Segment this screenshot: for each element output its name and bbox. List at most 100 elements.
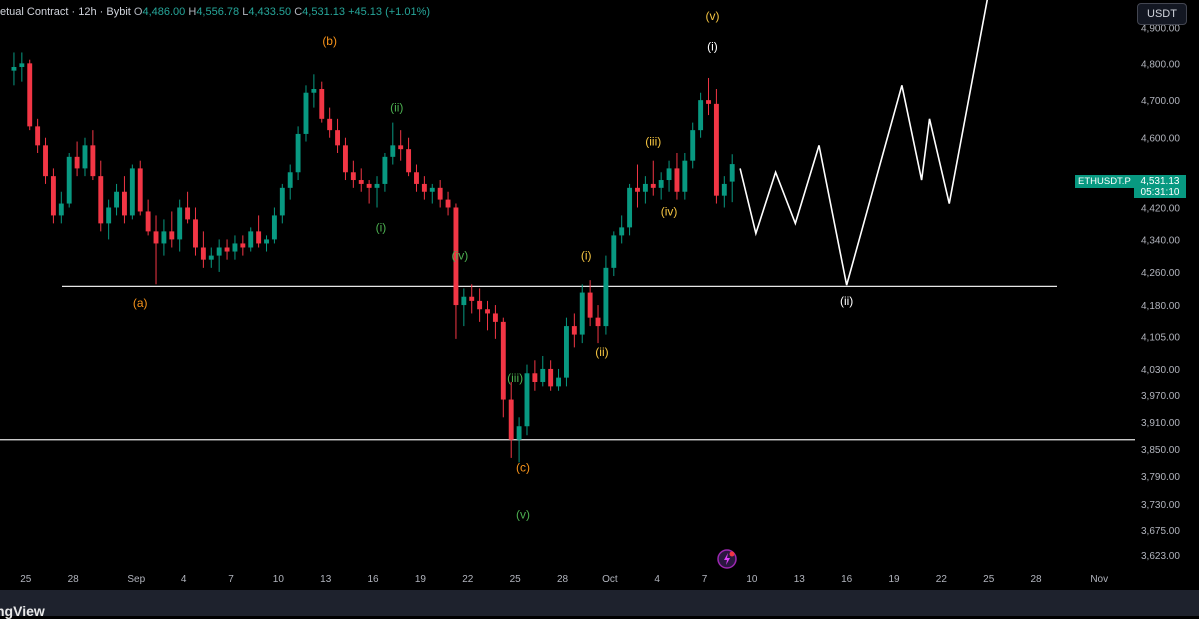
candle-body xyxy=(311,89,317,93)
candle-body xyxy=(706,100,711,104)
candle-body xyxy=(66,156,72,204)
y-tick-label: 3,910.00 xyxy=(1141,418,1180,429)
candle-body xyxy=(587,292,593,318)
candle-body xyxy=(224,247,230,252)
x-tick-label: 7 xyxy=(228,574,234,585)
candle-body xyxy=(256,231,262,244)
candle-body xyxy=(271,215,277,240)
wave-label: (ii) xyxy=(840,294,853,308)
currency-button[interactable]: USDT xyxy=(1137,3,1187,25)
x-tick-label: Sep xyxy=(127,574,145,585)
candle-body xyxy=(414,172,419,184)
candle-body xyxy=(295,133,301,173)
candle-body xyxy=(469,296,475,301)
candle-body xyxy=(516,426,522,440)
candle-body xyxy=(437,187,443,200)
wave-label: (i) xyxy=(707,40,718,54)
candle-body xyxy=(571,326,577,335)
candle-body xyxy=(358,180,364,184)
candle-body xyxy=(169,231,175,240)
x-tick-label: 28 xyxy=(1031,574,1043,585)
close-label: C xyxy=(294,6,303,18)
y-tick-label: 4,700.00 xyxy=(1141,96,1180,107)
x-tick-label: 16 xyxy=(368,574,380,585)
y-tick-label: 3,623.00 xyxy=(1141,551,1180,562)
candle-body xyxy=(43,145,48,177)
candle-body xyxy=(540,368,546,382)
lightning-icon[interactable] xyxy=(716,548,738,570)
candle-body xyxy=(161,231,167,244)
candle-body xyxy=(729,164,735,182)
y-tick-label: 4,800.00 xyxy=(1141,59,1180,70)
candle-body xyxy=(611,235,617,268)
candle-body xyxy=(366,183,372,188)
y-tick-label: 4,900.00 xyxy=(1141,23,1180,34)
x-tick-label: 25 xyxy=(20,574,32,585)
high-value: 4,556.78 xyxy=(196,6,240,18)
wave-label: (iv) xyxy=(661,204,678,218)
y-tick-label: 4,180.00 xyxy=(1141,301,1180,312)
x-tick-label: Oct xyxy=(602,574,618,585)
candle-body xyxy=(666,168,672,181)
open-label: O xyxy=(133,6,143,18)
candle-body xyxy=(690,130,696,161)
x-tick-label: 28 xyxy=(557,574,569,585)
candle-body xyxy=(327,118,333,131)
candle-body xyxy=(674,168,680,192)
candle-body xyxy=(82,145,88,169)
high-label: H xyxy=(188,6,197,18)
wave-label: (iv) xyxy=(452,249,469,263)
candle-body xyxy=(216,247,222,256)
candle-body xyxy=(453,207,459,306)
candle-body xyxy=(635,187,640,192)
wave-label: (c) xyxy=(516,461,530,475)
x-tick-label: 25 xyxy=(510,574,522,585)
candle-body xyxy=(106,207,112,224)
open-value: 4,486.00 xyxy=(142,6,186,18)
candle-body xyxy=(193,219,198,248)
candle-body xyxy=(406,149,412,173)
candle-body xyxy=(500,321,506,400)
candle-body xyxy=(548,368,554,387)
candle-body xyxy=(532,373,538,382)
candle-body xyxy=(477,300,483,310)
last-price-tag: 4,531.13 05:31:10 xyxy=(1134,175,1186,198)
candle-body xyxy=(319,89,325,119)
candle-body xyxy=(713,103,719,196)
wave-label: (iii) xyxy=(507,371,523,385)
candle-body xyxy=(232,243,238,252)
candle-body xyxy=(382,156,388,184)
candle-body xyxy=(508,399,514,440)
candle-body xyxy=(19,63,25,67)
symbol-tag: ETHUSDT.P xyxy=(1075,175,1134,188)
y-tick-label: 4,600.00 xyxy=(1141,134,1180,145)
x-tick-label: Nov xyxy=(1090,574,1108,585)
y-tick-label: 4,340.00 xyxy=(1141,235,1180,246)
y-tick-label: 4,420.00 xyxy=(1141,203,1180,214)
candle-body xyxy=(650,183,656,188)
candle-body xyxy=(595,317,601,327)
candle-body xyxy=(185,207,191,220)
wave-label: (ii) xyxy=(390,100,403,114)
candle-body xyxy=(658,180,664,188)
candle-body xyxy=(50,176,56,216)
last-price-value: 4,531.13 xyxy=(1140,176,1180,187)
candle-body xyxy=(619,227,625,236)
candle-body xyxy=(390,145,396,157)
candle-body xyxy=(563,326,569,378)
candle-body xyxy=(524,373,530,427)
y-tick-label: 3,790.00 xyxy=(1141,472,1180,483)
candle-body xyxy=(350,172,356,181)
candle-body xyxy=(121,191,127,216)
candle-body xyxy=(153,231,159,244)
candle-body xyxy=(35,126,41,146)
wave-projection-line xyxy=(739,0,989,286)
footer-bar xyxy=(0,590,1199,616)
x-tick-label: 22 xyxy=(936,574,948,585)
candle-body xyxy=(287,172,293,188)
x-tick-label: 13 xyxy=(794,574,806,585)
candle-body xyxy=(682,160,688,192)
x-tick-label: 13 xyxy=(320,574,332,585)
wave-label: (iii) xyxy=(645,134,661,148)
